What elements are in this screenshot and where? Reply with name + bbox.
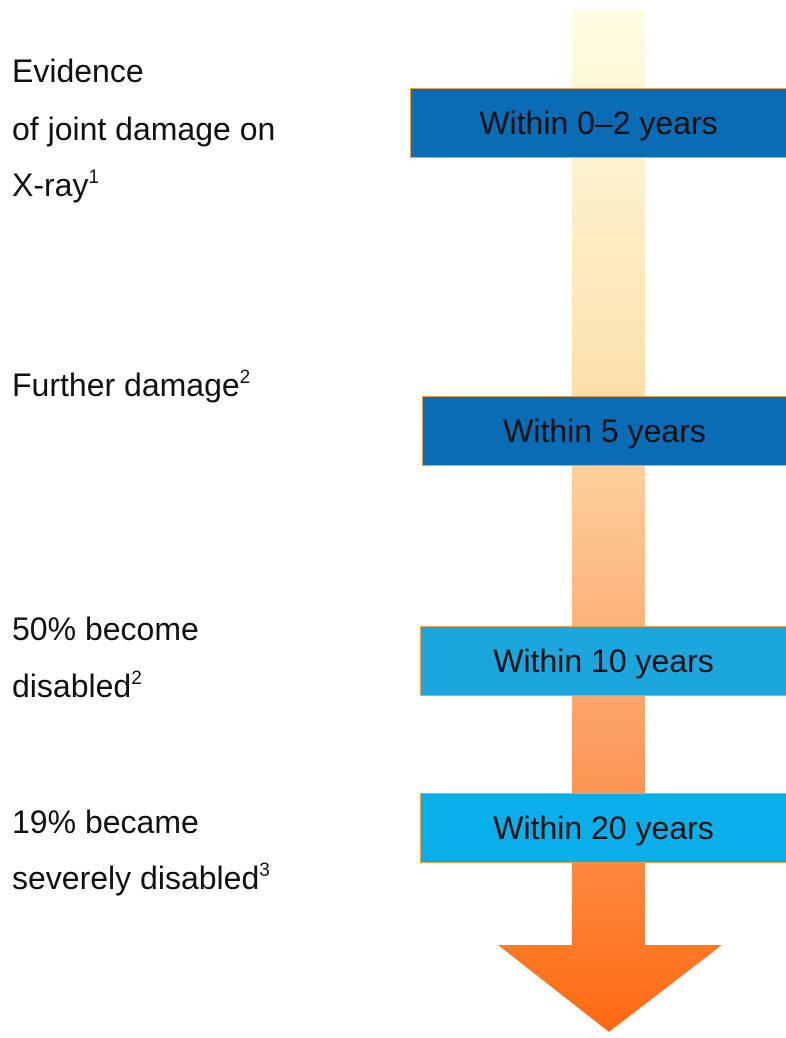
time-box: Within 20 years <box>420 793 786 863</box>
label-line: Evidence <box>12 52 144 90</box>
label-line: Further damage2 <box>12 366 250 404</box>
label-text: Further damage <box>12 367 240 403</box>
footnote-ref: 1 <box>88 167 100 188</box>
footnote-ref: 3 <box>259 860 270 881</box>
label-text: X-ray <box>12 167 89 203</box>
label-line: of joint damage on <box>12 110 275 148</box>
label-line: 50% become <box>12 610 199 648</box>
label-text: 50% become <box>12 611 199 647</box>
label-text: of joint damage on <box>12 111 276 147</box>
footnote-ref: 2 <box>131 668 142 689</box>
time-box: Within 0–2 years <box>410 88 786 158</box>
time-box: Within 5 years <box>422 396 786 466</box>
label-text: Evidence <box>12 53 144 89</box>
label-text: severely disabled <box>12 860 260 896</box>
label-text: disabled <box>12 668 132 704</box>
footnote-ref: 2 <box>239 367 251 388</box>
label-line: disabled2 <box>12 667 142 705</box>
label-line: 19% became <box>12 803 199 841</box>
label-text: 19% became <box>12 804 199 840</box>
arrow <box>498 10 722 1032</box>
time-box: Within 10 years <box>420 626 786 696</box>
label-line: X-ray1 <box>12 166 99 204</box>
label-line: severely disabled3 <box>12 859 270 897</box>
